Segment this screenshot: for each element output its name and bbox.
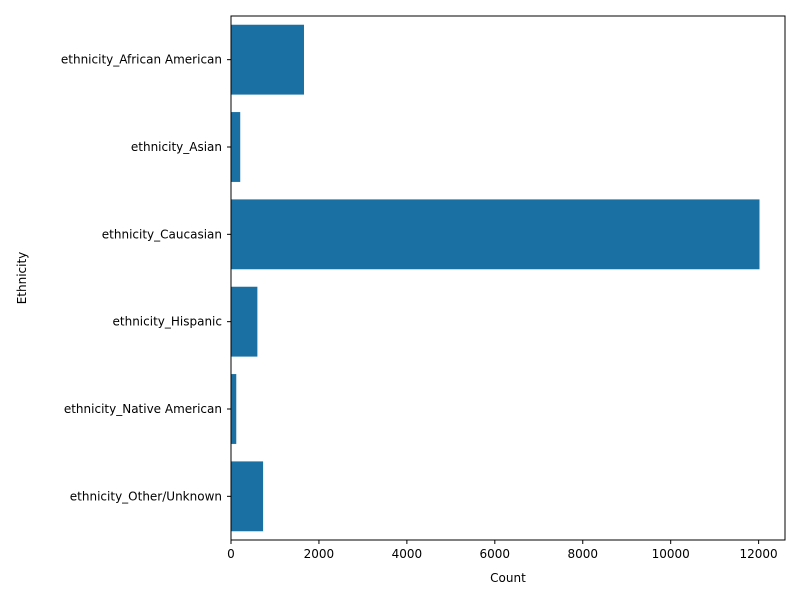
x-tick-label-5: 10000 bbox=[652, 547, 690, 561]
y-tick-label-3: ethnicity_Hispanic bbox=[113, 315, 223, 329]
ticks-layer: ethnicity_African American ethnicity_Asia… bbox=[61, 53, 778, 561]
bar-4 bbox=[231, 374, 237, 444]
x-tick-label-0: 0 bbox=[227, 547, 235, 561]
y-tick-label-4: ethnicity_Native American bbox=[64, 402, 222, 416]
x-tick-label-4: 8000 bbox=[567, 547, 598, 561]
y-tick-label-2: ethnicity_Caucasian bbox=[102, 227, 222, 241]
x-tick-label-2: 4000 bbox=[392, 547, 423, 561]
plot-frame bbox=[230, 15, 786, 541]
y-tick-label-5: ethnicity_Other/Unknown bbox=[70, 489, 222, 503]
bar-2 bbox=[231, 199, 760, 270]
y-tick-label-1: ethnicity_Asian bbox=[131, 140, 222, 154]
x-axis-title: Count bbox=[490, 571, 526, 585]
bar-3 bbox=[231, 286, 258, 357]
y-tick-label-0: ethnicity_African American bbox=[61, 53, 222, 67]
bar-5 bbox=[231, 461, 264, 532]
x-tick-label-6: 12000 bbox=[740, 547, 778, 561]
x-tick-label-3: 6000 bbox=[480, 547, 511, 561]
bars-layer bbox=[231, 24, 760, 532]
x-tick-label-1: 2000 bbox=[304, 547, 335, 561]
y-axis-title: Ethnicity bbox=[15, 252, 29, 305]
bar-0 bbox=[231, 24, 304, 95]
bar-1 bbox=[231, 112, 241, 182]
